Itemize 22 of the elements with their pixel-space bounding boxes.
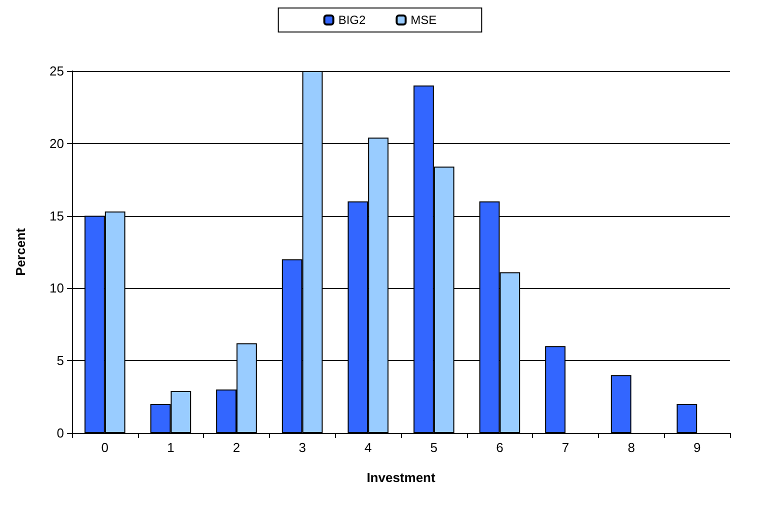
x-tick-label: 9 — [693, 440, 701, 455]
legend-label: MSE — [410, 13, 437, 27]
y-axis-title: Percent — [13, 227, 28, 276]
x-tick-label: 5 — [430, 440, 438, 455]
legend-label: BIG2 — [338, 13, 366, 27]
y-tick-label: 25 — [50, 64, 64, 78]
x-tick-label: 7 — [562, 440, 570, 455]
y-tick-label: 15 — [50, 208, 64, 224]
x-tick-label: 0 — [101, 440, 109, 455]
x-tick-label: 3 — [298, 440, 306, 455]
bar — [676, 404, 698, 433]
y-tick-label: 10 — [50, 280, 64, 296]
y-tick-label: 0 — [56, 426, 64, 440]
y-tick-label: 20 — [50, 136, 64, 151]
x-tick-label: 4 — [364, 440, 372, 455]
x-tick-label: 2 — [232, 440, 240, 455]
y-tick-label: 5 — [56, 353, 64, 368]
x-tick-label: 6 — [496, 440, 504, 455]
bar — [610, 375, 632, 433]
x-tick-label: 8 — [628, 440, 635, 455]
x-tick-label: 1 — [167, 440, 174, 455]
x-axis-title: Investment — [366, 470, 436, 485]
